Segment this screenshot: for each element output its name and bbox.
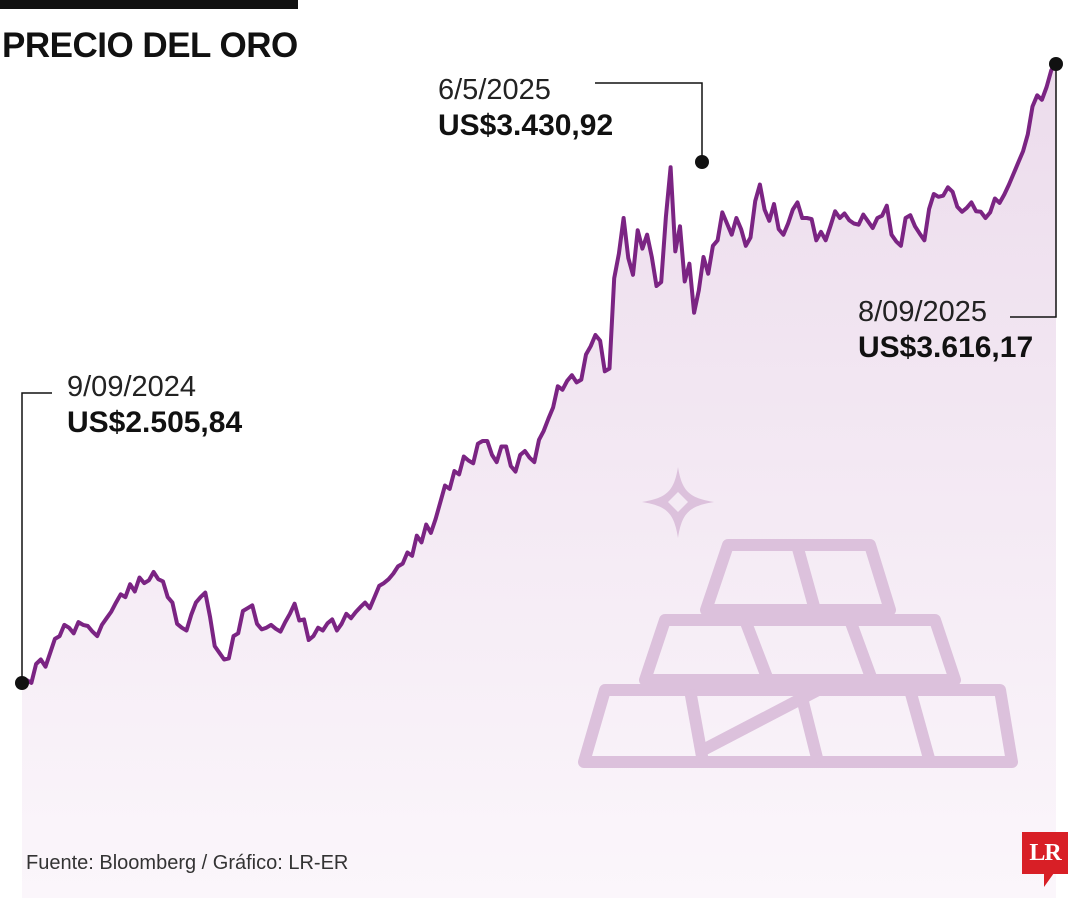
annotation-peak-may-date: 6/5/2025: [438, 74, 551, 106]
leader-line-end: [1010, 64, 1057, 318]
lr-logo-tail: [1044, 873, 1054, 887]
lr-logo: LR: [1022, 832, 1068, 874]
annotation-end-value: US$3.616,17: [858, 331, 1034, 364]
source-note: Fuente: Bloomberg / Gráfico: LR-ER: [26, 852, 349, 874]
gold-bars-icon: [578, 539, 1018, 768]
leader-line-peak-may: [595, 82, 703, 162]
annotation-start-value: US$2.505,84: [67, 406, 243, 439]
annotation-start: 9/09/2024 US$2.505,84: [67, 373, 242, 438]
chart-title: PRECIO DEL ORO: [2, 26, 298, 65]
annotation-start-date: 9/09/2024: [67, 371, 197, 403]
top-accent-bar: [0, 0, 298, 9]
marker-start: [15, 676, 29, 690]
annotation-end: 8/09/2025 US$3.616,17: [858, 298, 1033, 363]
price-area-fill: [22, 64, 1056, 898]
marker-end: [1049, 57, 1063, 71]
annotation-peak-may: 6/5/2025 US$3.430,92: [438, 76, 613, 141]
annotation-peak-may-value: US$3.430,92: [438, 109, 614, 142]
marker-peak-may: [695, 155, 709, 169]
sparkle-icon-center: [668, 492, 688, 512]
leader-line-start: [21, 392, 52, 683]
annotation-end-date: 8/09/2025: [858, 296, 988, 328]
price-line: [20, 62, 1058, 685]
